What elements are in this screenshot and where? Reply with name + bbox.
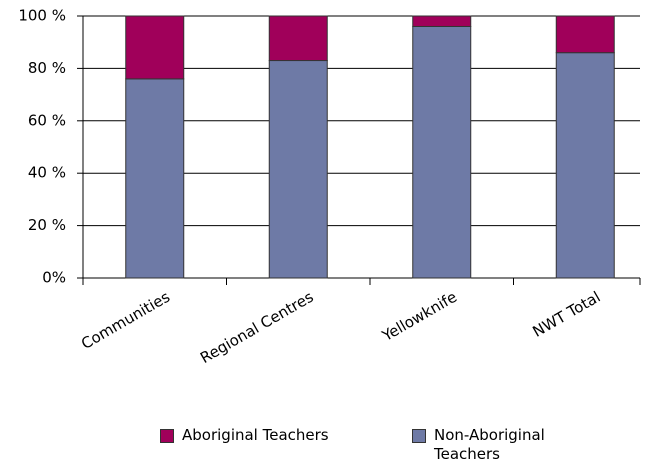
y-tick-label: 40 %	[28, 164, 66, 182]
x-tick-label: Regional Centres	[197, 288, 317, 367]
y-tick-label: 0%	[42, 269, 66, 287]
legend-swatch	[160, 429, 174, 443]
x-tick-label: Yellowknife	[378, 288, 460, 346]
bar-segment	[125, 15, 185, 80]
bar-segment	[555, 15, 615, 54]
legend-item: Non-Aboriginal Teachers	[412, 426, 584, 464]
bar-segment	[268, 15, 328, 62]
x-tick-label: Communities	[78, 288, 173, 353]
bar-segment	[412, 25, 472, 279]
y-tick-label: 20 %	[28, 216, 66, 234]
y-tick-label: 100 %	[18, 7, 66, 25]
chart: 0% 20 % 40 % 60 % 80 % 100 % Communities Region…	[18, 7, 641, 367]
legend-label: Non-Aboriginal Teachers	[434, 426, 545, 463]
legend-swatch	[412, 429, 426, 443]
legend-item: Aboriginal Teachers	[160, 426, 342, 445]
bar-segment	[412, 15, 472, 27]
legend-label: Aboriginal Teachers	[182, 426, 329, 444]
y-tick-label: 60 %	[28, 111, 66, 129]
bar-segment	[555, 52, 615, 279]
bar-segment	[125, 78, 185, 279]
x-tick-label: NWT Total	[530, 288, 604, 341]
bar-segment	[268, 60, 328, 279]
y-tick-label: 80 %	[28, 59, 66, 77]
